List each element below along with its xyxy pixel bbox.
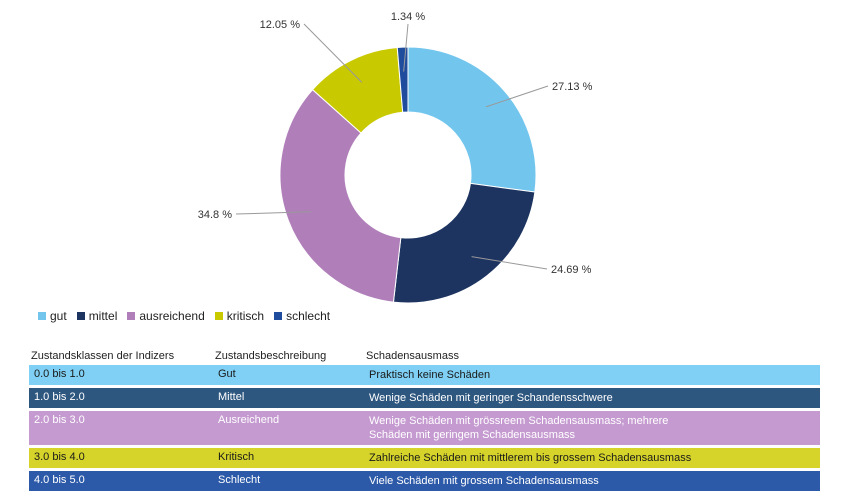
cell-damage: Praktisch keine Schäden — [369, 368, 820, 382]
leader-line-mittel — [471, 256, 548, 270]
cell-damage-line: Wenige Schäden mit grössreem Schadensaus… — [369, 415, 669, 427]
cell-description: Ausreichend — [218, 414, 280, 426]
legend-swatch-ausreichend — [127, 312, 136, 320]
cell-damage: Viele Schäden mit grossem Schadensausmas… — [369, 474, 820, 488]
table-body: 0.0 bis 1.0 Gut Praktisch keine Schäden … — [29, 365, 820, 491]
cell-range: 0.0 bis 1.0 — [34, 368, 85, 380]
cell-damage-line-2: Schäden mit geringem Schadensausmass — [369, 429, 576, 441]
cell-description: Schlecht — [218, 474, 261, 486]
legend-item-gut: gut — [38, 309, 67, 323]
legend-label-ausreichend: ausreichend — [139, 309, 205, 323]
cell-range: 2.0 bis 3.0 — [34, 414, 85, 426]
legend-swatch-gut — [38, 312, 46, 320]
table-row: 1.0 bis 2.0 Mittel Wenige Schäden mit ge… — [29, 388, 820, 408]
legend-label-schlecht: schlecht — [286, 309, 331, 323]
slice-mittel — [392, 182, 536, 304]
condition-classes-table: Zustandsklassen der Indizers Zustandsbes… — [29, 347, 820, 494]
legend-label-kritisch: kritisch — [226, 309, 265, 323]
legend-item-kritisch: kritisch — [214, 309, 265, 323]
leader-line-kritisch — [303, 23, 363, 83]
leader-line-ausreichend — [235, 211, 312, 215]
legend-label-mittel: mittel — [88, 309, 118, 323]
cell-damage-line: Viele Schäden mit grossem Schadensausmas… — [369, 475, 599, 487]
legend-swatch-schlecht — [274, 312, 283, 320]
slice-schlecht — [396, 46, 409, 113]
chart-legend: gut mittel ausreichend kritisch schlecht — [38, 309, 330, 323]
cell-range: 3.0 bis 4.0 — [34, 451, 85, 463]
table-row: 4.0 bis 5.0 Schlecht Viele Schäden mit g… — [29, 471, 820, 491]
table-row: 3.0 bis 4.0 Kritisch Zahlreiche Schäden … — [29, 448, 820, 468]
table-row: 2.0 bis 3.0 Ausreichend Wenige Schäden m… — [29, 411, 820, 445]
legend-item-schlecht: schlecht — [274, 309, 330, 323]
legend-swatch-kritisch — [214, 312, 223, 320]
data-label-gut: 27.13 % — [552, 81, 593, 93]
cell-description: Mittel — [218, 391, 245, 403]
leader-line-schlecht — [403, 23, 409, 72]
legend-item-ausreichend: ausreichend — [127, 309, 205, 323]
legend-item-mittel: mittel — [76, 309, 118, 323]
legend-label-gut: gut — [50, 309, 67, 323]
cell-damage: Wenige Schäden mit grössreem Schadensaus… — [369, 414, 820, 442]
header-damage: Schadensausmass — [366, 350, 459, 362]
donut-chart: 27.13 % 24.69 % 34.8 % 12.05 % 1.34 % — [198, 11, 593, 304]
data-label-kritisch: 12.05 % — [260, 19, 301, 31]
slice-ausreichend — [279, 88, 402, 303]
header-classes: Zustandsklassen der Indizers — [31, 350, 175, 362]
cell-damage-line: Wenige Schäden mit geringer Schandenssch… — [369, 392, 613, 404]
header-description: Zustandsbeschreibung — [215, 350, 327, 362]
cell-damage: Zahlreiche Schäden mit mittlerem bis gro… — [369, 451, 820, 465]
slice-gut — [407, 46, 537, 193]
cell-range: 1.0 bis 2.0 — [34, 391, 85, 403]
data-label-schlecht: 1.34 % — [391, 11, 425, 23]
table-row: 0.0 bis 1.0 Gut Praktisch keine Schäden — [29, 365, 820, 385]
leader-line-gut — [485, 85, 549, 108]
cell-description: Gut — [218, 368, 236, 380]
table-header: Zustandsklassen der Indizers Zustandsbes… — [29, 347, 820, 365]
cell-description: Kritisch — [218, 451, 255, 463]
cell-range: 4.0 bis 5.0 — [34, 474, 85, 486]
cell-damage-line: Zahlreiche Schäden mit mittlerem bis gro… — [369, 452, 692, 464]
legend-swatch-mittel — [76, 312, 85, 320]
cell-damage: Wenige Schäden mit geringer Schandenssch… — [369, 391, 820, 405]
data-label-ausreichend: 34.8 % — [198, 209, 232, 221]
cell-damage-line: Praktisch keine Schäden — [369, 369, 491, 381]
data-label-mittel: 24.69 % — [551, 264, 592, 276]
